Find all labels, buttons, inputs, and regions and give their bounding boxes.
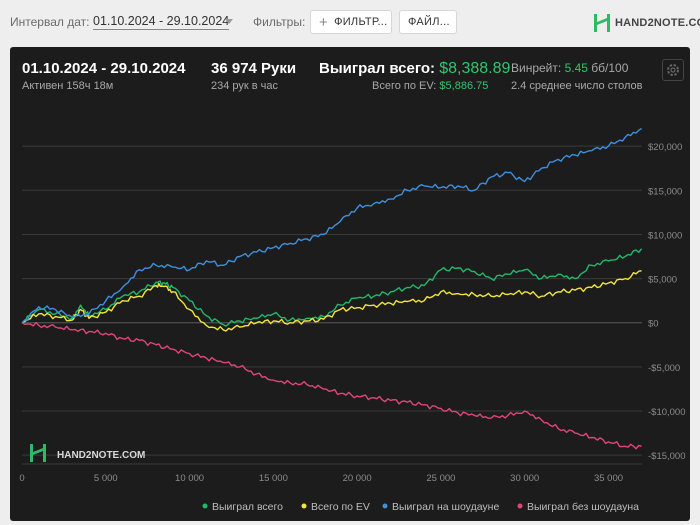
add-filter-button[interactable]: + ФИЛЬТР...	[310, 10, 392, 34]
legend-marker-showdown	[382, 503, 388, 509]
x-tick-label: 30 000	[510, 473, 539, 484]
x-tick-label: 25 000	[426, 473, 455, 484]
x-axis-ticks: 0 5 000 10 000 15 000 20 000 25 000 30 000 35 0…	[19, 473, 623, 484]
brand-logo: HAND2NOTE.COM	[593, 12, 700, 34]
y-tick-label: -$15,000	[648, 451, 686, 462]
y-tick-label: -$10,000	[648, 407, 686, 418]
series-line-showdown	[21, 127, 642, 324]
plus-icon: +	[319, 13, 329, 31]
summary-ev-total: Всего по EV: $5,886.75	[372, 80, 488, 92]
settings-button[interactable]	[662, 59, 684, 81]
chart-grid	[22, 145, 642, 465]
watermark-logo-bar-left	[30, 444, 33, 462]
summary-won-total: Выиграл всего: $8,388.89	[319, 60, 510, 78]
ev-total-value: $5,886.75	[439, 80, 489, 92]
chart-series	[21, 127, 643, 450]
x-tick-label: 20 000	[343, 473, 372, 484]
legend-marker-ev	[301, 503, 307, 509]
date-interval-label: Интервал дат:	[10, 15, 90, 29]
legend-marker-non_showdown	[517, 503, 523, 509]
watermark-text: HAND2NOTE.COM	[57, 450, 145, 461]
y-tick-label: -$5,000	[648, 363, 680, 374]
chart-legend: Выиграл всего Всего по EV Выиграл на шоуда…	[202, 501, 639, 513]
file-button-label: ФАЙЛ...	[408, 16, 450, 28]
x-tick-label: 15 000	[259, 473, 288, 484]
add-filter-label: ФИЛЬТР...	[334, 16, 388, 28]
chevron-down-icon[interactable]	[225, 19, 233, 24]
summary-period: 01.10.2024 - 29.10.2024	[22, 60, 186, 77]
graph-panel: 01.10.2024 - 29.10.2024 Активен 158ч 18м…	[10, 47, 690, 521]
toolbar: Интервал дат: 01.10.2024 - 29.10.2024 Фи…	[0, 0, 700, 46]
ev-total-label: Всего по EV:	[372, 80, 437, 92]
winrate-value: 5.45	[564, 61, 588, 75]
legend-marker-won	[202, 503, 208, 509]
logo-text: HAND2NOTE.COM	[615, 17, 700, 29]
summary-tables: 2.4 среднее число столов	[511, 80, 643, 92]
series-line-non_showdown	[21, 321, 642, 450]
date-range-select[interactable]: 01.10.2024 - 29.10.2024	[93, 14, 230, 30]
x-tick-label: 5 000	[94, 473, 118, 484]
y-tick-label: $0	[648, 319, 659, 330]
legend-label-won[interactable]: Выиграл всего	[212, 501, 283, 513]
y-tick-label: $15,000	[648, 186, 682, 197]
summary-winrate: Винрейт: 5.45 бб/100	[511, 61, 628, 75]
x-tick-label: 35 000	[594, 473, 623, 484]
summary-hands: 36 974 Руки	[211, 60, 297, 77]
summary-active-time: Активен 158ч 18м	[22, 80, 114, 92]
series-line-won	[21, 248, 643, 327]
gear-icon	[667, 64, 679, 76]
legend-label-non_showdown[interactable]: Выиграл без шоудауна	[527, 501, 639, 513]
legend-label-showdown[interactable]: Выиграл на шоудауне	[392, 501, 499, 513]
h2n-logo-icon	[594, 14, 610, 32]
x-tick-label: 10 000	[175, 473, 204, 484]
watermark-logo-bar-right	[43, 444, 46, 462]
winrate-unit: бб/100	[591, 61, 629, 75]
legend-label-ev[interactable]: Всего по EV	[311, 501, 370, 513]
summary-hands-per-hour: 234 рук в час	[211, 80, 279, 92]
series-line-ev	[21, 270, 642, 332]
won-total-value: $8,388.89	[439, 60, 511, 77]
watermark-logo-bridge	[33, 448, 43, 455]
won-total-label: Выиграл всего:	[319, 60, 436, 77]
winrate-label: Винрейт:	[511, 61, 562, 75]
chart-watermark: HAND2NOTE.COM	[30, 444, 145, 462]
y-axis-ticks: -$15,000 -$10,000 -$5,000 $0 $5,000 $10,000 $1…	[648, 142, 686, 462]
y-tick-label: $10,000	[648, 230, 682, 241]
filters-label: Фильтры:	[253, 15, 306, 29]
y-tick-label: $5,000	[648, 275, 677, 286]
x-tick-label: 0	[19, 473, 24, 484]
file-button[interactable]: ФАЙЛ...	[399, 10, 457, 34]
y-tick-label: $20,000	[648, 142, 682, 153]
